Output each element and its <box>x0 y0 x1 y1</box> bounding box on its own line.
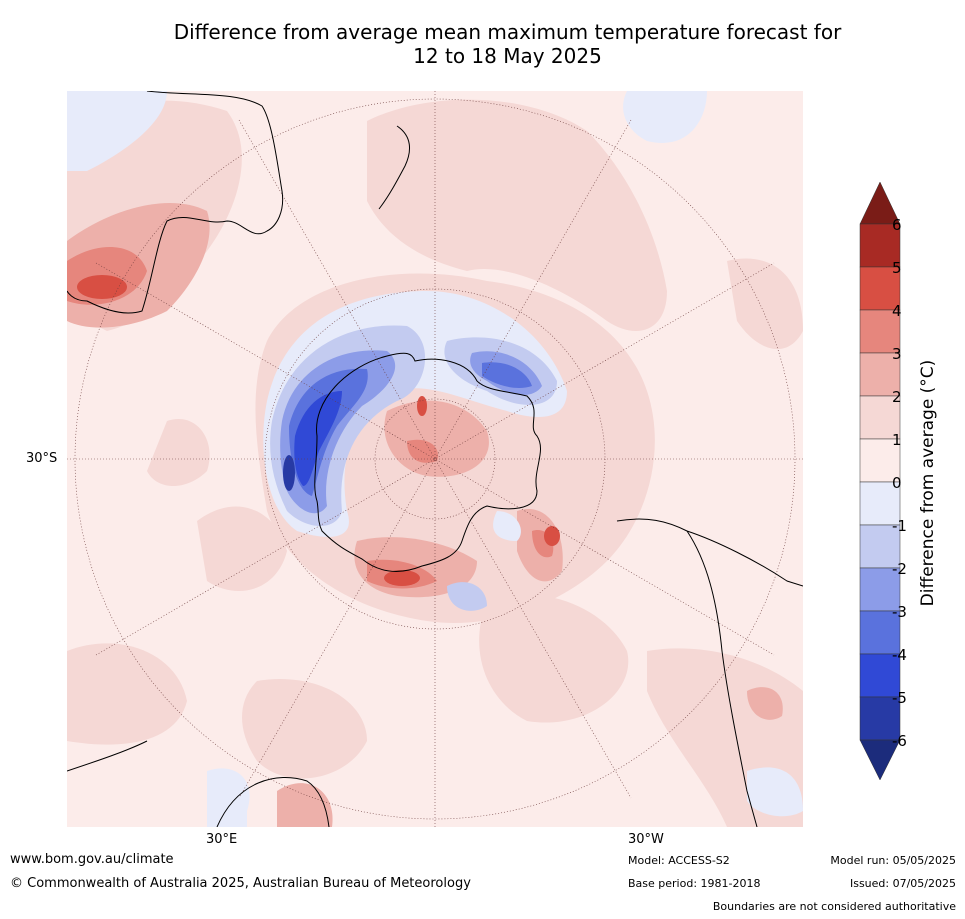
colorbar-tick: -2 <box>892 560 907 578</box>
colorbar-tick: 5 <box>892 259 902 277</box>
colorbar-title: Difference from average (°C) <box>918 359 938 607</box>
colorbar-svg: 6 5 4 3 2 1 0 -1 -2 -3 -4 -5 -6 <box>859 181 907 781</box>
colorbar-bin <box>859 567 901 612</box>
base-period-text: Base period: 1981-2018 <box>628 877 761 890</box>
graticule <box>67 91 803 827</box>
colorbar-bin <box>859 352 901 397</box>
colorbar-bin <box>859 696 901 741</box>
colorbar-tick: 0 <box>892 474 902 492</box>
colorbar-tick: -5 <box>892 689 907 707</box>
colorbar-tick: -4 <box>892 646 907 664</box>
colorbar-ticks: 6 5 4 3 2 1 0 -1 -2 -3 -4 -5 -6 <box>892 216 907 750</box>
colorbar-bin <box>859 223 901 268</box>
colorbar-extend-min <box>859 739 901 781</box>
colorbar-bin <box>859 524 901 569</box>
colorbar-tick: 4 <box>892 302 902 320</box>
title-line-2: 12 to 18 May 2025 <box>413 44 602 68</box>
copyright-text: © Commonwealth of Australia 2025, Austra… <box>10 876 471 891</box>
latitude-label: 30°S <box>26 451 58 466</box>
map-canvas <box>67 91 803 827</box>
coastlines <box>67 91 803 827</box>
colorbar-tick: -6 <box>892 732 907 750</box>
colorbar-tick: 1 <box>892 431 902 449</box>
longitude-label-west: 30°W <box>628 832 664 847</box>
website-link[interactable]: www.bom.gov.au/climate <box>10 852 174 867</box>
colorbar: 6 5 4 3 2 1 0 -1 -2 -3 -4 -5 -6 <box>858 181 965 782</box>
map-title: Difference from average mean maximum tem… <box>60 20 955 68</box>
anomaly-4-5-regions <box>77 275 560 586</box>
colorbar-bin <box>859 395 901 440</box>
model-run-text: Model run: 05/05/2025 <box>830 854 956 867</box>
colorbar-tick: -3 <box>892 603 907 621</box>
colorbar-bin <box>859 481 901 526</box>
colorbar-tick: 2 <box>892 388 902 406</box>
colorbar-tick: 3 <box>892 345 902 363</box>
longitude-label-east: 30°E <box>206 832 238 847</box>
issued-text: Issued: 07/05/2025 <box>849 877 956 890</box>
boundaries-disclaimer: Boundaries are not considered authoritat… <box>712 900 956 913</box>
model-text: Model: ACCESS-S2 <box>628 854 730 867</box>
colorbar-bin <box>859 266 901 311</box>
colorbar-tick: -1 <box>892 517 907 535</box>
anomaly-minus-6-minus-5-regions <box>283 455 295 491</box>
colorbar-bin <box>859 438 901 483</box>
colorbar-bin <box>859 309 901 354</box>
polar-map <box>67 91 803 827</box>
title-line-1: Difference from average mean maximum tem… <box>173 20 842 44</box>
colorbar-tick: 6 <box>892 216 902 234</box>
anomaly-minus-5-minus-4-regions <box>294 391 342 486</box>
